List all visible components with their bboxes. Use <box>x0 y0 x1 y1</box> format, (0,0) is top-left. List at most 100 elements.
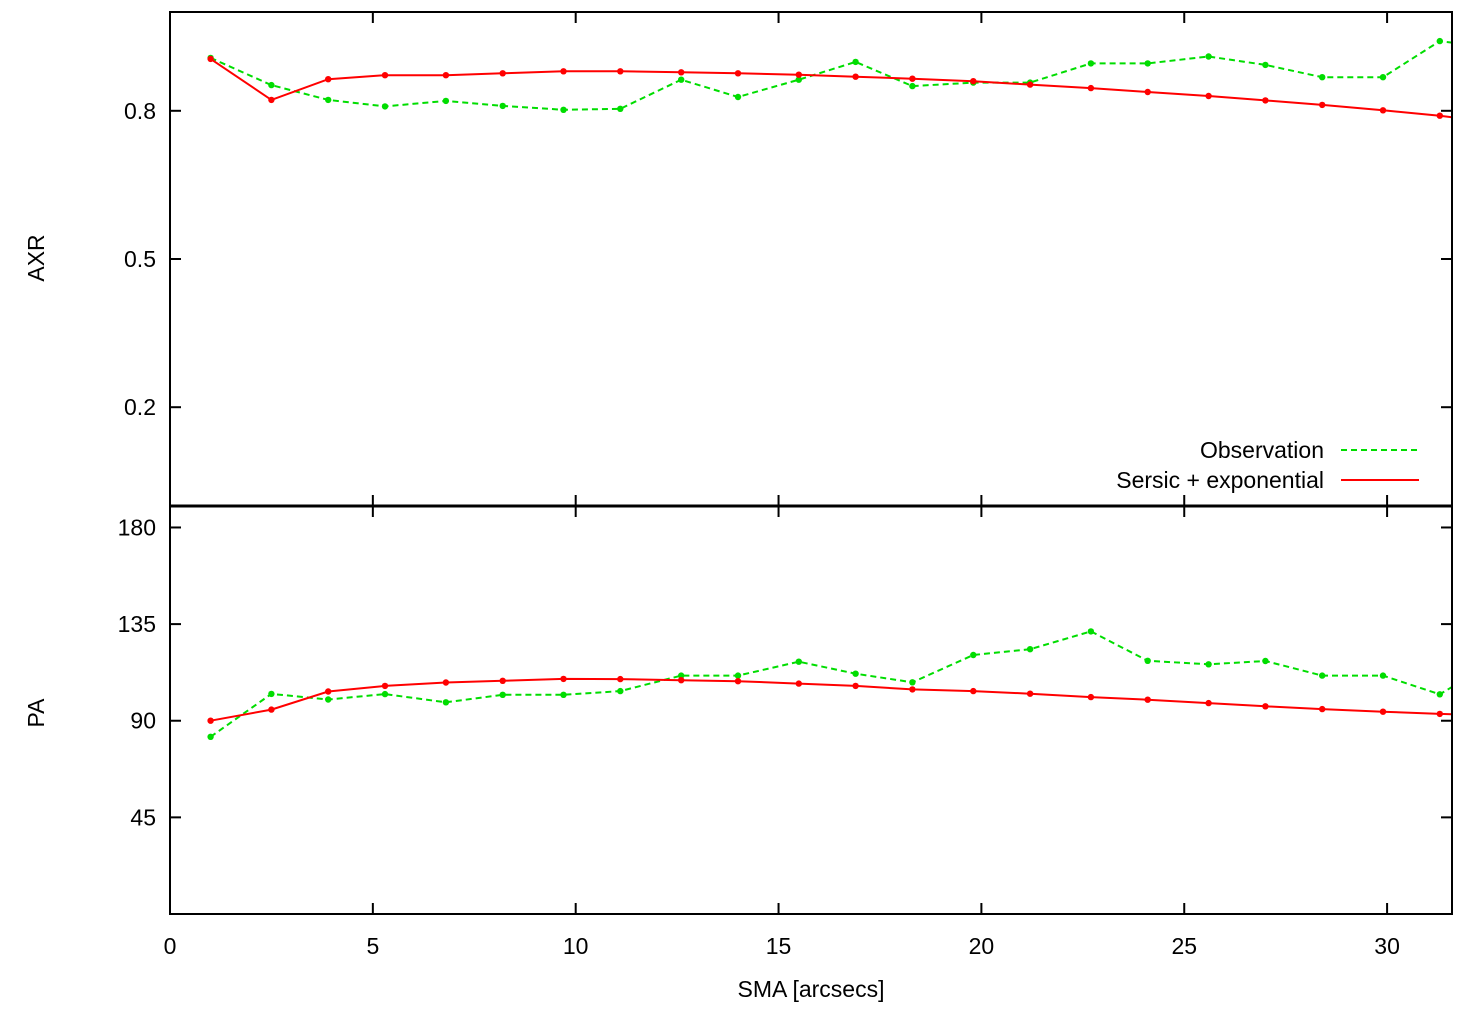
data-point-pa-observation-8 <box>678 672 685 679</box>
data-point-pa-observation-2 <box>325 696 332 703</box>
data-point-axr-sersic-exponential-1 <box>268 96 275 104</box>
data-point-axr-sersic-exponential-6 <box>560 68 567 75</box>
data-point-axr-sersic-exponential-18 <box>1262 97 1269 104</box>
data-point-pa-sersic-exponential-21 <box>1436 710 1444 718</box>
x-axis-label: SMA [arcsecs] <box>738 976 885 1002</box>
y-tick-label-pa-2: 135 <box>118 611 156 637</box>
data-point-axr-observation-1 <box>268 81 275 89</box>
data-point-pa-sersic-exponential-7 <box>617 675 624 683</box>
data-point-pa-sersic-exponential-9 <box>734 678 742 685</box>
frame-axr <box>169 11 1453 507</box>
data-point-axr-sersic-exponential-19 <box>1319 101 1326 109</box>
data-point-axr-sersic-exponential-0 <box>207 55 214 63</box>
data-point-pa-observation-11 <box>852 670 859 677</box>
data-point-pa-observation-13 <box>970 651 977 659</box>
x-tick-label-6: 30 <box>1374 933 1400 959</box>
data-point-pa-observation-18 <box>1262 657 1269 665</box>
data-point-pa-observation-5 <box>499 691 506 698</box>
data-point-axr-sersic-exponential-11 <box>852 73 859 80</box>
data-point-axr-observation-17 <box>1205 53 1212 60</box>
x-tick-label-0: 0 <box>164 933 177 959</box>
data-point-pa-sersic-exponential-11 <box>852 682 859 690</box>
data-point-pa-sersic-exponential-17 <box>1205 699 1212 707</box>
data-point-pa-observation-14 <box>1026 646 1034 653</box>
data-point-axr-sersic-exponential-13 <box>970 78 977 85</box>
x-tick-label-5: 25 <box>1171 933 1197 959</box>
pa-panel: 45 90 135 180 0 5 10 15 20 25 30 <box>118 506 1452 959</box>
y-axis-label-axr: AXR <box>23 234 49 281</box>
data-point-pa-observation-17 <box>1205 661 1212 668</box>
data-point-axr-observation-19 <box>1319 74 1326 81</box>
data-point-axr-observation-8 <box>678 76 685 83</box>
data-point-axr-sersic-exponential-15 <box>1087 84 1095 92</box>
data-point-pa-sersic-exponential-3 <box>381 682 389 690</box>
data-point-axr-observation-21 <box>1436 37 1444 45</box>
y-tick-label-axr-0: 0.2 <box>124 394 156 420</box>
data-point-pa-sersic-exponential-8 <box>678 677 685 684</box>
x-tick-label-4: 20 <box>969 933 995 959</box>
data-point-pa-sersic-exponential-5 <box>499 677 506 684</box>
data-point-axr-sersic-exponential-4 <box>442 72 450 79</box>
data-point-axr-observation-4 <box>442 97 450 105</box>
data-point-pa-observation-0 <box>207 733 214 740</box>
data-point-axr-observation-2 <box>325 96 332 104</box>
data-point-pa-observation-19 <box>1319 672 1326 679</box>
series-line-pa-sersic-exponential <box>210 677 1452 722</box>
data-point-pa-sersic-exponential-4 <box>442 679 450 686</box>
data-point-pa-sersic-exponential-13 <box>970 687 977 695</box>
panel-frames <box>169 11 1453 915</box>
data-point-axr-observation-5 <box>499 102 506 110</box>
data-point-axr-sersic-exponential-20 <box>1379 107 1387 114</box>
data-point-pa-observation-21 <box>1436 691 1444 698</box>
y-tick-label-axr-1: 0.5 <box>124 246 156 272</box>
data-point-pa-observation-12 <box>909 679 916 686</box>
data-point-pa-observation-7 <box>617 687 624 695</box>
frame-pa <box>169 505 1453 915</box>
data-point-axr-observation-16 <box>1144 60 1151 67</box>
data-point-axr-observation-3 <box>381 103 389 110</box>
data-point-pa-sersic-exponential-0 <box>207 717 214 724</box>
data-point-pa-sersic-exponential-16 <box>1144 696 1151 703</box>
data-point-pa-observation-1 <box>268 690 275 698</box>
data-point-pa-observation-9 <box>734 672 742 679</box>
data-point-pa-sersic-exponential-6 <box>560 675 567 683</box>
data-point-axr-sersic-exponential-9 <box>734 70 742 77</box>
data-point-axr-sersic-exponential-8 <box>678 69 685 76</box>
data-point-pa-sersic-exponential-18 <box>1262 703 1269 710</box>
data-point-axr-sersic-exponential-2 <box>325 76 332 83</box>
y-axis-label-pa: PA <box>23 698 49 728</box>
data-point-pa-sersic-exponential-12 <box>909 686 916 693</box>
data-point-axr-observation-10 <box>795 76 802 83</box>
data-point-axr-observation-18 <box>1262 61 1269 69</box>
data-point-pa-sersic-exponential-19 <box>1319 705 1326 713</box>
data-point-axr-observation-7 <box>617 105 624 113</box>
data-point-pa-observation-16 <box>1144 657 1151 664</box>
y-tick-label-axr-2: 0.8 <box>124 98 156 124</box>
data-point-axr-observation-20 <box>1379 74 1387 81</box>
legend: Observation Sersic + exponential <box>1116 437 1419 493</box>
data-point-pa-sersic-exponential-14 <box>1026 690 1034 697</box>
legend-label-observation: Observation <box>1200 437 1324 463</box>
data-point-axr-observation-11 <box>852 58 859 66</box>
data-point-axr-sersic-exponential-21 <box>1436 112 1444 119</box>
data-point-pa-sersic-exponential-15 <box>1087 693 1095 701</box>
data-point-axr-observation-6 <box>560 106 567 114</box>
data-point-axr-sersic-exponential-16 <box>1144 88 1151 96</box>
data-point-axr-observation-12 <box>909 82 916 90</box>
data-point-axr-sersic-exponential-3 <box>381 72 389 79</box>
data-point-axr-sersic-exponential-10 <box>795 71 802 78</box>
data-point-pa-observation-6 <box>560 691 567 698</box>
x-tick-label-2: 10 <box>563 933 589 959</box>
legend-label-sersic-exponential: Sersic + exponential <box>1116 467 1324 493</box>
data-point-pa-observation-4 <box>442 699 450 706</box>
y-tick-label-pa-3: 180 <box>118 514 156 540</box>
data-point-pa-observation-10 <box>795 658 802 665</box>
y-tick-label-pa-1: 90 <box>130 708 156 734</box>
data-point-axr-observation-9 <box>734 93 742 101</box>
data-point-pa-observation-3 <box>381 690 389 698</box>
data-point-pa-sersic-exponential-20 <box>1379 708 1387 715</box>
data-point-pa-sersic-exponential-2 <box>325 688 332 695</box>
data-point-pa-sersic-exponential-1 <box>268 706 275 713</box>
y-tick-label-pa-0: 45 <box>130 804 156 830</box>
axr-panel: 0.2 0.5 0.8 <box>124 12 1452 506</box>
